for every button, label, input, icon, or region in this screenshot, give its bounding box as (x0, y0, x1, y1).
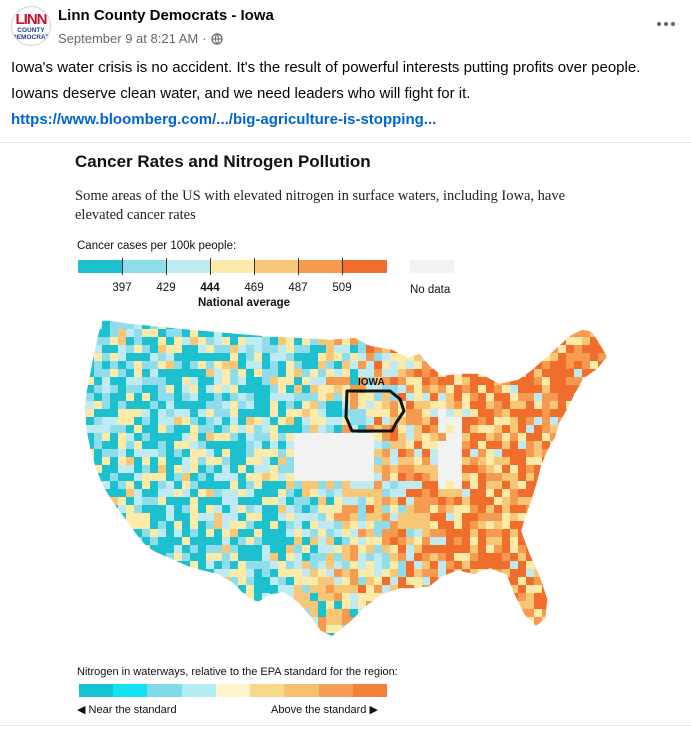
nitrogen-legend-swatch (250, 684, 285, 697)
above-standard-label: Above the standard ▶ (271, 704, 378, 716)
nitrogen-legend-swatch (318, 684, 354, 697)
cancer-legend-title: Cancer cases per 100k people: (77, 240, 237, 252)
cancer-legend-tick-label: 397 (112, 282, 132, 294)
dot-icon (664, 22, 668, 26)
cancer-legend-swatch (166, 260, 211, 273)
post-link[interactable]: https://www.bloomberg.com/.../big-agricu… (11, 111, 437, 128)
cancer-legend-swatch (210, 260, 255, 273)
nitrogen-legend-swatch (284, 684, 320, 697)
globe-icon (210, 32, 223, 45)
avatar-logo-subtext: COUNTY DEMOCRATS (12, 27, 51, 41)
avatar-logo-text: LINN (15, 11, 48, 28)
divider-bottom (0, 725, 691, 726)
post-timestamp[interactable]: September 9 at 8:21 AM (58, 31, 199, 46)
cancer-legend-tick-label: 429 (156, 282, 176, 294)
near-standard-label: ◀ Near the standard (77, 704, 177, 716)
cancer-legend-swatch (254, 260, 299, 273)
cancer-legend-swatch (78, 260, 123, 273)
cancer-legend-tick-mark (298, 258, 299, 275)
cancer-legend-tick-label: 487 (288, 282, 308, 294)
cancer-legend-swatch (122, 260, 167, 273)
nitrogen-legend-swatch (352, 684, 388, 697)
post-image[interactable]: Cancer Rates and Nitrogen Pollution Some… (0, 143, 691, 725)
figure-subtitle: Some areas of the US with elevated nitro… (75, 188, 566, 223)
nitrogen-legend-swatch (79, 684, 114, 697)
cancer-legend-tick-mark (254, 258, 255, 275)
page-name[interactable]: Linn County Democrats - Iowa (58, 7, 274, 24)
post-text-line-2: Iowans deserve clean water, and we need … (11, 85, 471, 102)
cancer-legend-tick-mark (122, 258, 123, 275)
us-county-map: IOWA (83, 318, 609, 638)
no-data-swatch (410, 260, 454, 273)
nitrogen-legend-swatch (215, 684, 251, 697)
national-average-label: National average (198, 297, 291, 309)
no-data-label: No data (410, 284, 451, 296)
page-avatar[interactable]: LINN COUNTY DEMOCRATS (11, 6, 51, 46)
cancer-legend-tick-label: 444 (200, 282, 220, 294)
nitrogen-legend-swatch (147, 684, 183, 697)
dot-icon (671, 22, 675, 26)
cancer-legend-tick-mark (166, 258, 167, 275)
nitrogen-legend-swatch (181, 684, 217, 697)
cancer-legend-swatch (342, 260, 387, 273)
post-meta: September 9 at 8:21 AM · (58, 31, 223, 46)
cancer-legend-swatch (298, 260, 343, 273)
cancer-legend-tick-mark (342, 258, 343, 275)
meta-separator: · (202, 31, 207, 46)
nitrogen-legend-swatch (113, 684, 148, 697)
cancer-legend-tick-mark (210, 258, 211, 275)
divider (0, 142, 691, 143)
iowa-outline (344, 389, 406, 433)
more-options-button[interactable] (654, 14, 678, 34)
nitrogen-legend-title: Nitrogen in waterways, relative to the E… (77, 666, 398, 678)
figure-title: Cancer Rates and Nitrogen Pollution (75, 152, 371, 171)
dot-icon (657, 22, 661, 26)
cancer-legend-tick-label: 509 (332, 282, 352, 294)
cancer-legend-tick-label: 469 (244, 282, 264, 294)
post-text-line-1: Iowa's water crisis is no accident. It's… (11, 59, 641, 76)
iowa-label: IOWA (358, 377, 385, 388)
